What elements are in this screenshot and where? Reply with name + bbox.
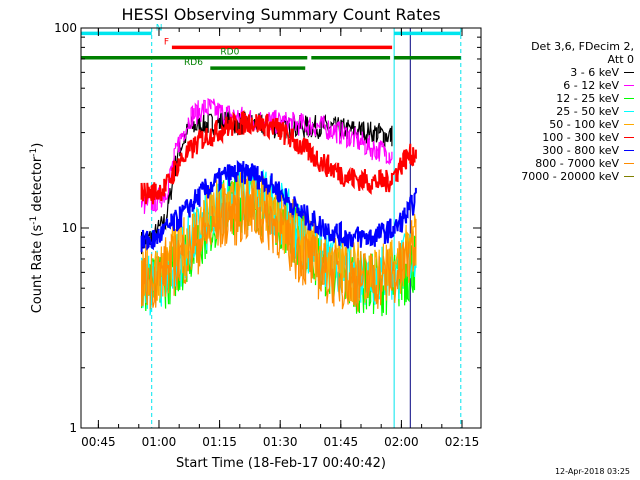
legend-swatch bbox=[624, 163, 634, 164]
legend-item: 7000 - 20000 keV bbox=[484, 170, 634, 183]
legend-label: 50 - 100 keV bbox=[549, 118, 619, 131]
legend-item: 3 - 6 keV bbox=[484, 66, 634, 79]
legend-swatch bbox=[624, 176, 634, 177]
legend-header-line-2: Att 0 bbox=[607, 53, 634, 66]
x-tick-label: 02:15 bbox=[445, 435, 480, 449]
y-axis: 1 10 100 bbox=[54, 21, 481, 435]
legend-label: 12 - 25 keV bbox=[556, 92, 619, 105]
legend-header-line-1: Det 3,6, FDecim 2, bbox=[531, 40, 634, 53]
legend-swatch bbox=[624, 124, 634, 125]
legend-label: 100 - 300 keV bbox=[542, 131, 619, 144]
y-tick-label: 1 bbox=[69, 421, 77, 435]
legend-item: 300 - 800 keV bbox=[484, 144, 634, 157]
series-line-6 bbox=[140, 110, 417, 205]
annotation-label: F bbox=[164, 37, 169, 47]
legend-label: 3 - 6 keV bbox=[570, 66, 619, 79]
legend-item: 800 - 7000 keV bbox=[484, 157, 634, 170]
annotation-label: RD0 bbox=[220, 48, 239, 58]
timestamp: 12-Apr-2018 03:25 bbox=[554, 467, 630, 476]
legend-item: 100 - 300 keV bbox=[484, 131, 634, 144]
x-axis: 00:45 01:00 01:15 01:30 01:45 02:00 02:15 bbox=[81, 28, 479, 449]
chart-title: HESSI Observing Summary Count Rates bbox=[121, 5, 440, 24]
y-axis-label: Count Rate (s-1 detector-1) bbox=[29, 143, 45, 314]
legend-swatch bbox=[624, 150, 634, 151]
x-tick-label: 01:45 bbox=[324, 435, 359, 449]
legend-item: 50 - 100 keV bbox=[484, 118, 634, 131]
series-line-7 bbox=[140, 159, 417, 253]
legend-swatch bbox=[624, 85, 634, 86]
legend-swatch bbox=[624, 111, 634, 112]
x-axis-label: Start Time (18-Feb-17 00:40:42) bbox=[176, 456, 386, 471]
x-tick-label: 02:00 bbox=[384, 435, 419, 449]
legend-swatch bbox=[624, 72, 634, 73]
legend-label: 25 - 50 keV bbox=[556, 105, 619, 118]
annotation-label: RD6 bbox=[184, 58, 203, 68]
legend-label: 7000 - 20000 keV bbox=[521, 170, 619, 183]
y-tick-label: 10 bbox=[62, 221, 77, 235]
plot-area: NFRD0RD6 bbox=[80, 23, 462, 428]
legend-label: 300 - 800 keV bbox=[542, 144, 619, 157]
x-tick-label: 00:45 bbox=[81, 435, 116, 449]
legend-item: 6 - 12 keV bbox=[484, 79, 634, 92]
legend-item: 12 - 25 keV bbox=[484, 92, 634, 105]
legend: Det 3,6, FDecim 2, Att 0 3 - 6 keV 6 - 12… bbox=[484, 40, 634, 183]
legend-item: 25 - 50 keV bbox=[484, 105, 634, 118]
legend-swatch bbox=[624, 98, 634, 99]
legend-label: 800 - 7000 keV bbox=[535, 157, 619, 170]
legend-swatch bbox=[624, 137, 634, 138]
y-tick-label: 100 bbox=[54, 21, 77, 35]
x-tick-label: 01:00 bbox=[142, 435, 177, 449]
series-line-8 bbox=[141, 180, 417, 312]
x-tick-label: 01:15 bbox=[202, 435, 237, 449]
x-tick-label: 01:30 bbox=[263, 435, 298, 449]
legend-label: 6 - 12 keV bbox=[563, 79, 619, 92]
